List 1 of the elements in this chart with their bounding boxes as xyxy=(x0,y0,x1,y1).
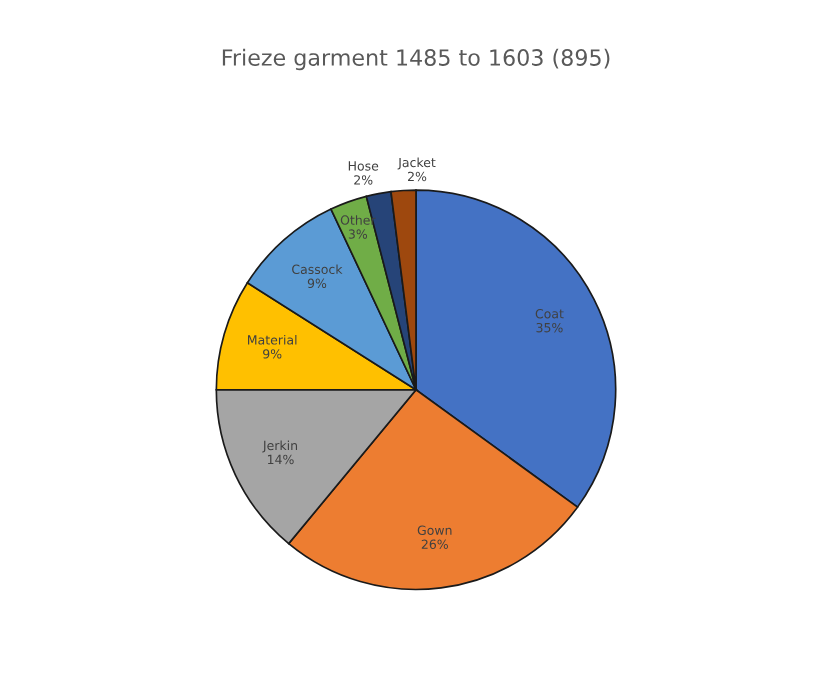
chart-title: Frieze garment 1485 to 1603 (895) xyxy=(222,48,610,71)
